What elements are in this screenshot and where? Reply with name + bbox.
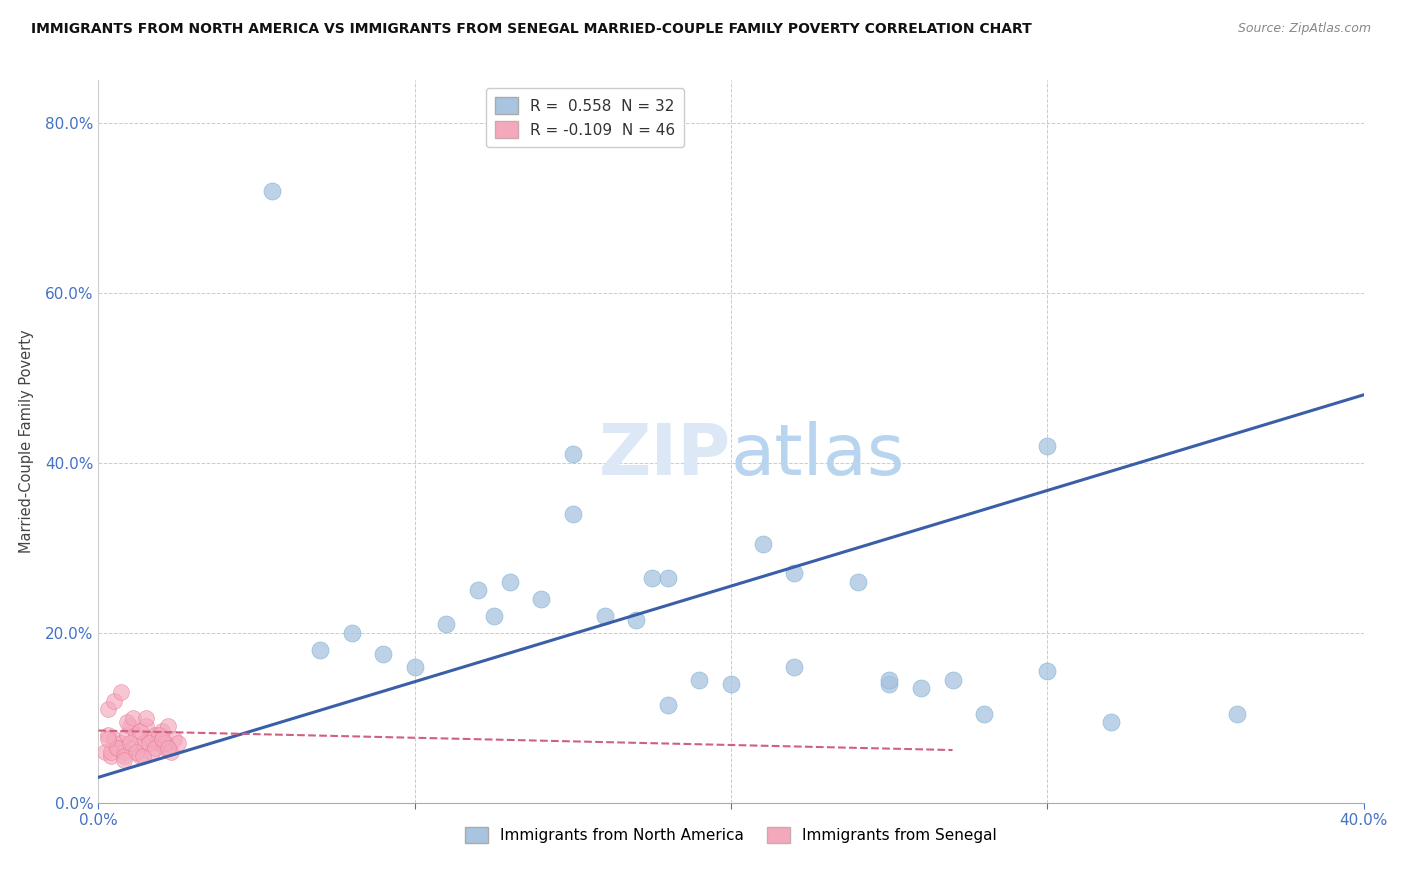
Point bbox=[561, 507, 585, 521]
Point bbox=[309, 642, 332, 657]
Point bbox=[163, 732, 186, 747]
Point bbox=[122, 711, 145, 725]
Point bbox=[166, 736, 188, 750]
Point bbox=[141, 732, 163, 747]
Point bbox=[153, 736, 176, 750]
Point bbox=[128, 723, 150, 738]
Point bbox=[371, 647, 394, 661]
Point bbox=[657, 698, 679, 712]
Point bbox=[1099, 714, 1122, 729]
Point bbox=[657, 570, 679, 584]
Legend: Immigrants from North America, Immigrants from Senegal: Immigrants from North America, Immigrant… bbox=[460, 821, 1002, 849]
Point bbox=[973, 706, 995, 721]
Point bbox=[783, 566, 806, 581]
Point bbox=[110, 736, 132, 750]
Point bbox=[751, 536, 773, 550]
Point bbox=[132, 736, 155, 750]
Text: Source: ZipAtlas.com: Source: ZipAtlas.com bbox=[1237, 22, 1371, 36]
Point bbox=[120, 719, 141, 733]
Point bbox=[138, 732, 160, 747]
Point bbox=[340, 625, 363, 640]
Point bbox=[100, 749, 122, 764]
Point bbox=[1036, 439, 1059, 453]
Point bbox=[97, 732, 120, 747]
Point bbox=[482, 608, 505, 623]
Text: atlas: atlas bbox=[731, 422, 905, 491]
Point bbox=[97, 728, 120, 742]
Point bbox=[262, 184, 284, 198]
Point bbox=[125, 728, 148, 742]
Point bbox=[120, 736, 141, 750]
Text: IMMIGRANTS FROM NORTH AMERICA VS IMMIGRANTS FROM SENEGAL MARRIED-COUPLE FAMILY P: IMMIGRANTS FROM NORTH AMERICA VS IMMIGRA… bbox=[31, 22, 1032, 37]
Point bbox=[846, 574, 869, 589]
Point bbox=[115, 714, 138, 729]
Point bbox=[910, 681, 932, 695]
Point bbox=[145, 728, 166, 742]
Point bbox=[135, 719, 157, 733]
Point bbox=[530, 591, 553, 606]
Point bbox=[624, 613, 647, 627]
Point bbox=[138, 736, 160, 750]
Point bbox=[115, 728, 138, 742]
Text: ZIP: ZIP bbox=[599, 422, 731, 491]
Point bbox=[112, 745, 135, 759]
Y-axis label: Married-Couple Family Poverty: Married-Couple Family Poverty bbox=[18, 330, 34, 553]
Point bbox=[148, 736, 170, 750]
Point bbox=[112, 749, 135, 764]
Point bbox=[103, 732, 125, 747]
Point bbox=[436, 617, 458, 632]
Point bbox=[467, 583, 489, 598]
Point bbox=[1036, 664, 1059, 678]
Point bbox=[135, 711, 157, 725]
Point bbox=[128, 749, 150, 764]
Point bbox=[110, 685, 132, 699]
Point bbox=[103, 694, 125, 708]
Point bbox=[153, 740, 176, 755]
Point bbox=[593, 608, 616, 623]
Point bbox=[641, 570, 664, 584]
Point bbox=[157, 719, 180, 733]
Point bbox=[561, 447, 585, 461]
Point bbox=[150, 732, 173, 747]
Point bbox=[150, 723, 173, 738]
Point bbox=[498, 574, 520, 589]
Point bbox=[877, 677, 900, 691]
Point bbox=[132, 749, 155, 764]
Point bbox=[93, 745, 117, 759]
Point bbox=[720, 677, 742, 691]
Point bbox=[122, 740, 145, 755]
Point bbox=[141, 745, 163, 759]
Point bbox=[404, 660, 426, 674]
Point bbox=[783, 660, 806, 674]
Point bbox=[100, 745, 122, 759]
Point bbox=[112, 753, 135, 767]
Point bbox=[688, 673, 710, 687]
Point bbox=[125, 745, 148, 759]
Point bbox=[107, 740, 129, 755]
Point bbox=[877, 673, 900, 687]
Point bbox=[942, 673, 965, 687]
Point bbox=[160, 745, 183, 759]
Point bbox=[145, 740, 166, 755]
Point bbox=[148, 728, 170, 742]
Point bbox=[157, 740, 180, 755]
Point bbox=[1226, 706, 1249, 721]
Point bbox=[107, 740, 129, 755]
Point bbox=[97, 702, 120, 716]
